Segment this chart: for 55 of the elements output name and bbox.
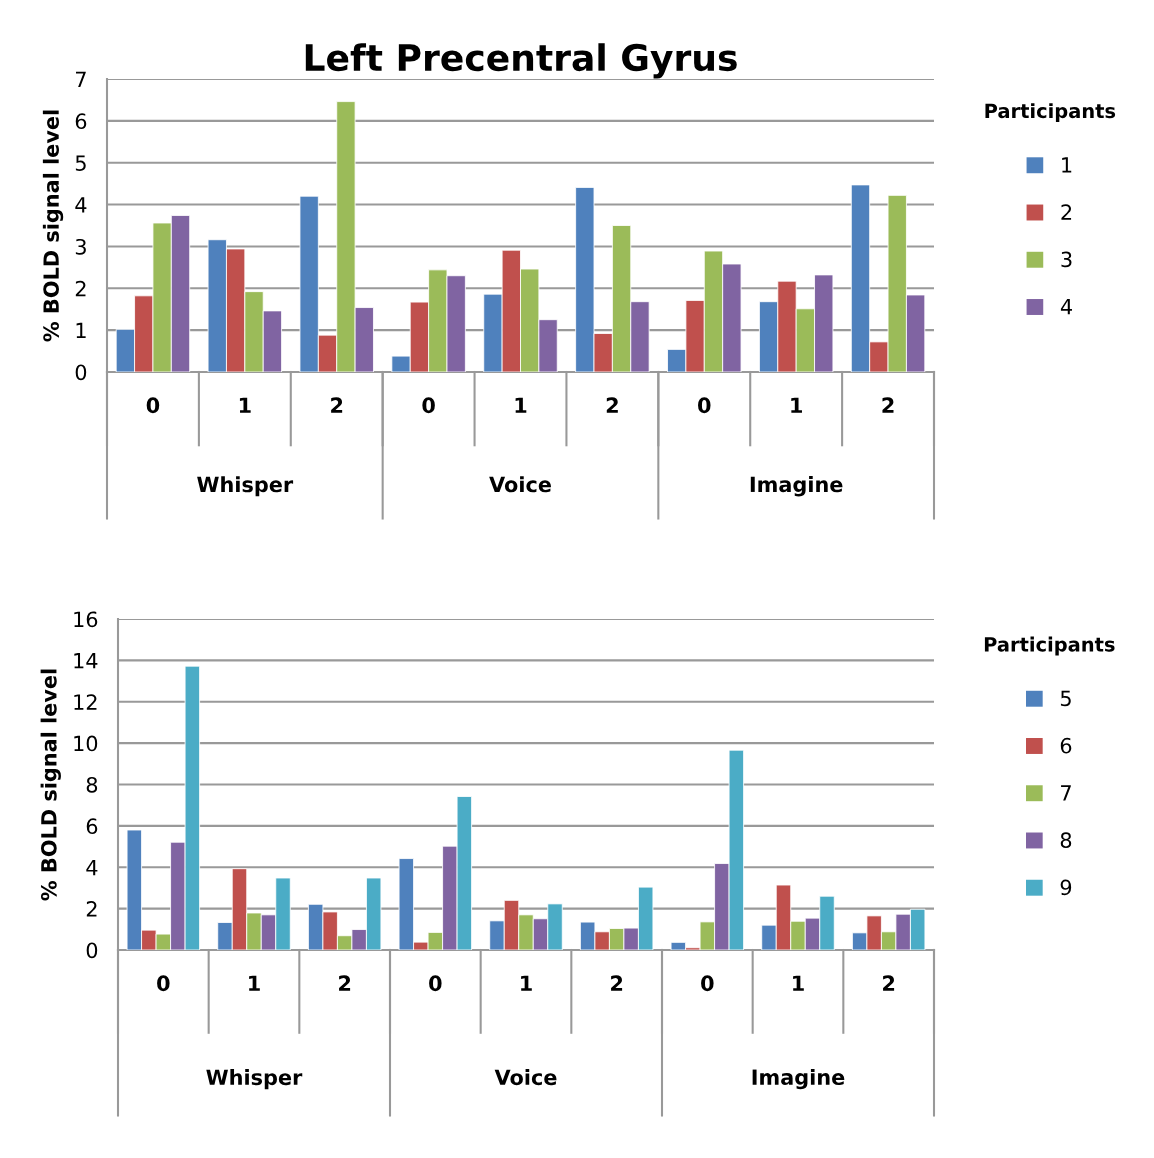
x-tick-label: 2 <box>882 397 894 413</box>
y-tick-label: 2 <box>86 901 97 917</box>
x-tick-label: 2 <box>339 975 351 991</box>
y-tick-label: 4 <box>75 197 87 213</box>
x-tick-label: 1 <box>515 397 527 413</box>
y-tick-label: 8 <box>86 776 98 793</box>
y-tick-label: 14 <box>74 653 98 669</box>
legend-label: 9 <box>1060 879 1072 896</box>
y-tick-label: 6 <box>86 818 98 835</box>
x-tick-label: 2 <box>606 397 618 413</box>
legend-label: 4 <box>1060 299 1072 315</box>
x-tick-label: 1 <box>249 975 260 991</box>
legend-label: 7 <box>1061 785 1071 801</box>
legend-title: Participants <box>984 636 1115 656</box>
text: Voice <box>494 1069 557 1086</box>
y-tick-label: 1 <box>76 322 86 339</box>
x-tick-label: 2 <box>331 397 343 413</box>
x-tick-label: 0 <box>698 397 711 414</box>
y-tick-label: 2 <box>75 280 86 297</box>
x-tick-label: 0 <box>429 975 442 992</box>
text: Voice <box>489 476 551 493</box>
y-tick-label: 4 <box>86 859 98 876</box>
text: Imagine <box>752 1068 845 1090</box>
x-tick-label: 0 <box>157 975 170 992</box>
x-tick-label: 0 <box>422 397 435 414</box>
legend-label: 6 <box>1060 737 1072 754</box>
x-tick-label: 1 <box>791 397 802 413</box>
y-tick-label: 0 <box>86 942 98 959</box>
chart-title: Left Precentral Gyrus <box>305 43 737 79</box>
y-tick-label: 0 <box>75 364 87 381</box>
y-axis-title: % BOLD signal level <box>40 669 61 901</box>
y-axis-title: % BOLD signal level <box>42 110 64 342</box>
y-tick-label: 6 <box>75 113 87 130</box>
y-tick-label: 3 <box>75 238 86 255</box>
y-tick-label: 7 <box>76 71 86 87</box>
legend-label: 8 <box>1060 832 1072 849</box>
y-tick-label: 16 <box>74 611 98 628</box>
y-tick-label: 5 <box>75 155 86 171</box>
x-tick-label: 0 <box>701 975 714 992</box>
legend-label: 3 <box>1061 251 1072 268</box>
text: Imagine <box>750 476 843 497</box>
text: Whisper <box>197 476 294 497</box>
x-tick-label: 1 <box>239 397 251 413</box>
legend-label: 2 <box>1061 204 1072 220</box>
x-tick-label: 1 <box>521 975 532 991</box>
legend-label: 1 <box>1062 157 1072 173</box>
legend-title: Participants <box>985 103 1116 122</box>
text: Whisper <box>206 1069 303 1090</box>
x-tick-label: 2 <box>883 975 895 991</box>
x-tick-label: 1 <box>793 975 804 991</box>
y-tick-label: 10 <box>74 735 98 752</box>
x-tick-label: 2 <box>611 975 623 991</box>
legend-label: 5 <box>1060 690 1071 707</box>
x-tick-label: 0 <box>146 397 160 414</box>
y-tick-label: 12 <box>74 694 97 710</box>
